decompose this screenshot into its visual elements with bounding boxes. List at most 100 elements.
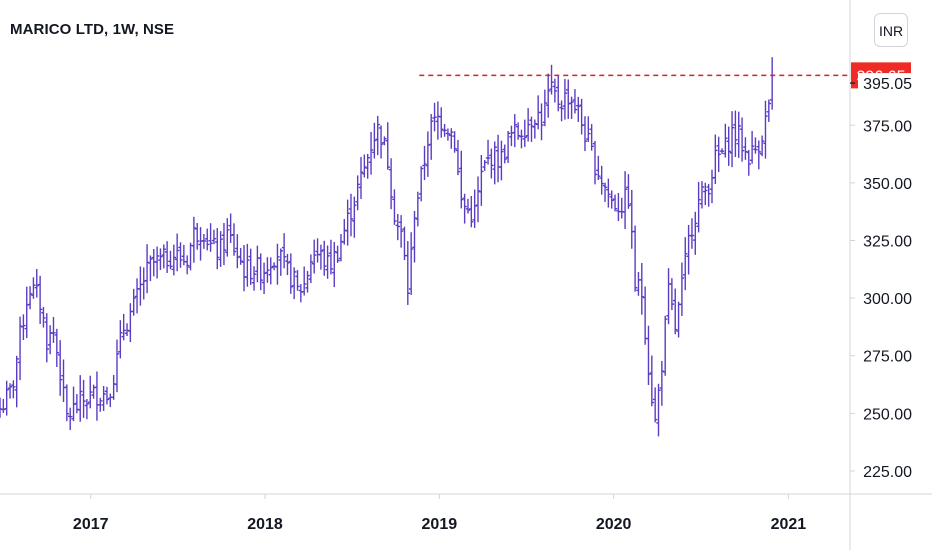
ohlc-bar — [699, 181, 705, 209]
ohlc-bar — [174, 233, 180, 272]
ohlc-bar — [151, 248, 156, 277]
ohlc-bar — [609, 190, 614, 209]
ohlc-bar — [171, 244, 177, 276]
ohlc-bar — [124, 323, 130, 337]
ohlc-bar — [104, 386, 110, 405]
x-tick-label: 2017 — [73, 516, 109, 533]
ohlc-bar — [322, 240, 327, 276]
ohlc-bar — [512, 114, 517, 148]
ohlc-bar — [549, 64, 554, 95]
ohlc-bar — [532, 119, 538, 139]
ohlc-bar — [763, 100, 768, 159]
ohlc-bar — [666, 268, 671, 325]
ohlc-bar — [17, 316, 23, 381]
ohlc-bar — [241, 245, 247, 292]
ohlc-bar — [101, 385, 106, 411]
ohlc-bar — [47, 325, 53, 355]
ohlc-bar — [556, 76, 561, 112]
ohlc-bar — [616, 193, 621, 221]
ohlc-bar — [749, 130, 755, 164]
ohlc-bar — [184, 255, 190, 275]
ohlc-bar — [509, 125, 514, 147]
ohlc-bar — [669, 278, 675, 311]
ohlc-bar — [335, 245, 340, 263]
ohlc-bar — [258, 253, 263, 291]
ohlc-bar — [235, 234, 240, 269]
ohlc-bar — [308, 254, 314, 284]
ohlc-bar — [215, 228, 220, 270]
ohlc-bar — [502, 144, 507, 164]
ohlc-bar — [579, 98, 584, 135]
ohlc-bar — [629, 189, 634, 249]
ohlc-bar — [566, 79, 571, 119]
ohlc-bar — [84, 398, 90, 420]
y-tick-label: 225.00 — [863, 464, 912, 481]
ohlc-bar — [4, 380, 9, 416]
ohlc-bar — [422, 145, 427, 181]
ohlc-bar — [385, 122, 390, 170]
ohlc-bar — [305, 270, 310, 293]
ohlc-bar — [81, 379, 86, 418]
ohlc-bar — [592, 140, 598, 185]
ohlc-bar — [442, 123, 447, 137]
ohlc-bar — [576, 96, 581, 122]
ohlc-bar — [291, 267, 297, 300]
ohlc-bar — [211, 229, 217, 245]
ohlc-bar — [148, 255, 153, 281]
price-labels: 396.65395.05 — [419, 62, 914, 93]
ohlc-bar — [622, 171, 628, 230]
ohlc-bar — [281, 233, 287, 269]
ohlc-bar — [161, 244, 166, 269]
ohlc-bar — [733, 110, 738, 157]
ohlc-bar — [652, 387, 658, 423]
ohlc-bar — [519, 129, 524, 149]
ohlc-bar — [452, 131, 457, 153]
ohlc-bar — [392, 189, 397, 225]
symbol-title: MARICO LTD, 1W, NSE — [10, 21, 175, 38]
ohlc-bar — [546, 73, 551, 118]
ohlc-bar — [355, 175, 360, 211]
ohlc-bar — [766, 99, 772, 122]
ohlc-bar — [178, 242, 183, 268]
y-tick-label: 275.00 — [863, 349, 912, 366]
ohlc-bar — [709, 169, 715, 204]
ohlc-bar — [639, 262, 644, 315]
ohlc-bar — [0, 397, 3, 418]
ohlc-bar — [602, 182, 608, 202]
x-tick-label: 2018 — [247, 516, 283, 533]
ohlc-bar — [238, 247, 243, 265]
ohlc-bar — [612, 194, 618, 212]
ohlc-bar — [158, 248, 163, 270]
ohlc-bar — [482, 159, 487, 171]
ohlc-bar — [753, 137, 758, 154]
ohlc-bar — [328, 239, 334, 275]
ohlc-bar — [439, 107, 444, 138]
ohlc-bar — [218, 231, 223, 267]
ohlc-bar — [746, 149, 751, 176]
ohlc-bar — [44, 313, 49, 363]
ohlc-bar — [144, 244, 150, 294]
ohlc-bar — [415, 191, 421, 227]
ohlc-bar — [656, 383, 661, 437]
ohlc-bar — [505, 130, 511, 163]
ohlc-bar — [599, 165, 604, 195]
ohlc-bar — [646, 325, 651, 386]
ohlc-bar — [673, 288, 678, 335]
ohlc-bar — [164, 241, 170, 273]
ohlc-bar — [696, 181, 701, 233]
ohlc-bar — [14, 355, 19, 408]
ohlc-bar — [475, 176, 481, 223]
currency-button[interactable]: INR — [874, 13, 908, 47]
ohlc-bar — [138, 266, 143, 306]
ohlc-bar — [395, 213, 400, 241]
ohlc-bar — [469, 196, 474, 228]
ohlc-bar — [208, 223, 213, 252]
ohlc-bar — [131, 288, 136, 316]
ohlc-bar — [352, 196, 357, 238]
ohlc-bar — [27, 286, 33, 310]
ohlc-bar — [21, 314, 26, 341]
ohlc-bar — [649, 355, 655, 407]
